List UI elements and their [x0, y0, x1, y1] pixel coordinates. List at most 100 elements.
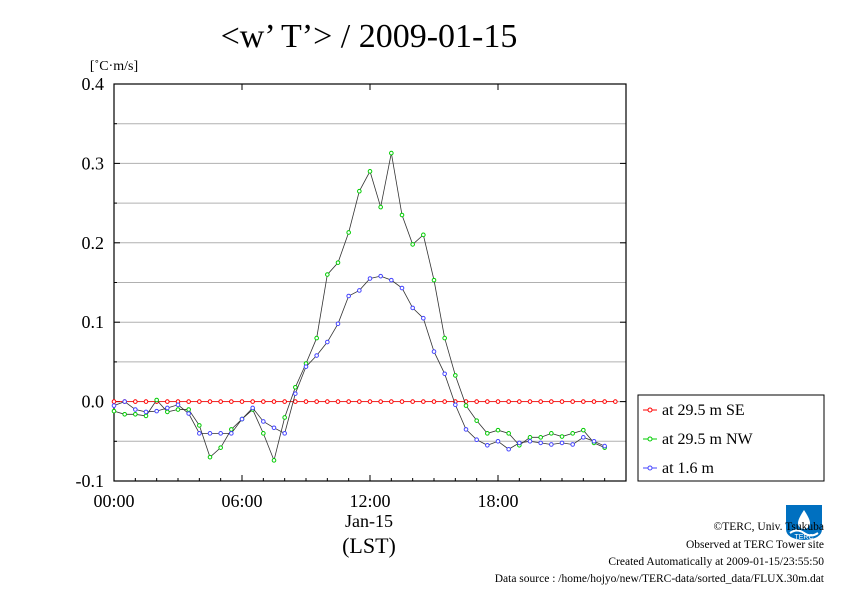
- data-point: [143, 409, 149, 415]
- data-point: [527, 435, 533, 440]
- data-point: [495, 439, 501, 444]
- data-point: [314, 335, 319, 341]
- data-point: [421, 399, 426, 404]
- data-point: [549, 442, 554, 447]
- data-point: [591, 399, 597, 404]
- data-point: [367, 169, 373, 174]
- legend-swatch-marker: [647, 436, 653, 442]
- data-point: [314, 353, 319, 358]
- data-point: [165, 399, 170, 404]
- x-axis-date-label: Jan-15: [345, 511, 393, 531]
- data-point: [378, 204, 383, 210]
- series-1: [111, 399, 618, 404]
- legend-label: at 1.6 m: [662, 460, 715, 477]
- data-point: [357, 188, 362, 194]
- data-point: [250, 405, 255, 411]
- data-point: [581, 427, 586, 433]
- data-point: [335, 399, 341, 404]
- data-point: [367, 276, 373, 281]
- data-point: [111, 399, 117, 404]
- data-point: [442, 399, 447, 404]
- footer-source: Data source : /home/hojyo/new/TERC-data/…: [494, 573, 824, 585]
- data-point: [271, 399, 277, 404]
- data-point: [122, 399, 127, 404]
- data-point: [527, 439, 533, 444]
- data-point: [133, 399, 138, 404]
- data-point: [495, 399, 501, 404]
- data-point: [399, 212, 405, 218]
- data-point: [282, 415, 287, 420]
- data-point: [389, 150, 394, 156]
- footer-site: Observed at TERC Tower site: [685, 539, 824, 551]
- legend-label: at 29.5 m SE: [662, 402, 745, 419]
- data-point: [197, 431, 202, 436]
- y-axis-unit-label: [˚C·m/s]: [90, 59, 138, 74]
- data-point: [197, 399, 202, 404]
- data-point: [602, 399, 607, 404]
- data-point: [325, 339, 330, 345]
- footer-created: Created Automatically at 2009-01-15/23:5…: [608, 556, 824, 568]
- data-point: [346, 399, 351, 404]
- data-point: [613, 399, 618, 404]
- data-point: [581, 435, 586, 440]
- data-point: [133, 407, 138, 412]
- x-tick-label: 12:00: [349, 491, 390, 511]
- data-point: [229, 427, 234, 432]
- data-point: [517, 399, 522, 404]
- x-tick-label: 06:00: [221, 491, 262, 511]
- data-point: [431, 349, 437, 354]
- data-point: [453, 373, 458, 378]
- data-point: [282, 399, 287, 404]
- data-point: [261, 419, 266, 424]
- data-point: [538, 399, 543, 404]
- data-point: [410, 399, 415, 404]
- data-point: [506, 446, 511, 452]
- y-axis-ticks: -0.1 0.0 0.1 0.2 0.3 0.4: [76, 74, 626, 491]
- data-point: [463, 427, 469, 432]
- data-point: [186, 407, 191, 412]
- y-tick-label: 0.0: [82, 392, 105, 412]
- data-point: [453, 402, 458, 408]
- data-point: [154, 397, 159, 403]
- x-axis-timezone-label: (LST): [342, 533, 396, 558]
- logo-text: TERC: [794, 534, 813, 541]
- data-point: [538, 440, 543, 446]
- data-point: [261, 431, 266, 436]
- data-point: [410, 242, 415, 247]
- data-point: [207, 399, 213, 404]
- legend-box: [637, 394, 825, 482]
- data-point: [485, 431, 490, 436]
- data-point: [442, 371, 447, 377]
- data-point: [506, 431, 511, 436]
- data-point: [399, 399, 405, 404]
- y-tick-label: -0.1: [76, 471, 105, 491]
- data-point: [303, 399, 309, 404]
- data-point: [463, 403, 469, 408]
- footer-credit: ©TERC, Univ. Tsukuba: [713, 521, 824, 533]
- data-point: [143, 413, 149, 419]
- data-point: [549, 399, 554, 404]
- data-point: [559, 440, 565, 446]
- data-point: [410, 305, 415, 311]
- x-tick-label: 00:00: [93, 491, 134, 511]
- data-point: [207, 431, 213, 436]
- series-line: [113, 275, 605, 450]
- data-point: [197, 423, 202, 428]
- data-point: [431, 399, 437, 404]
- series-2: [111, 150, 607, 463]
- y-tick-label: 0.2: [82, 233, 105, 253]
- data-point: [506, 399, 511, 404]
- data-point: [314, 399, 319, 404]
- series-group: [111, 150, 618, 463]
- data-point: [282, 431, 287, 436]
- data-point: [431, 277, 437, 283]
- data-point: [271, 458, 277, 463]
- series-3: [111, 273, 607, 452]
- y-tick-label: 0.4: [82, 74, 105, 94]
- data-point: [111, 408, 117, 414]
- data-point: [335, 260, 341, 265]
- data-point: [218, 445, 223, 450]
- data-point: [591, 439, 597, 444]
- data-point: [474, 418, 479, 423]
- data-point: [378, 273, 383, 279]
